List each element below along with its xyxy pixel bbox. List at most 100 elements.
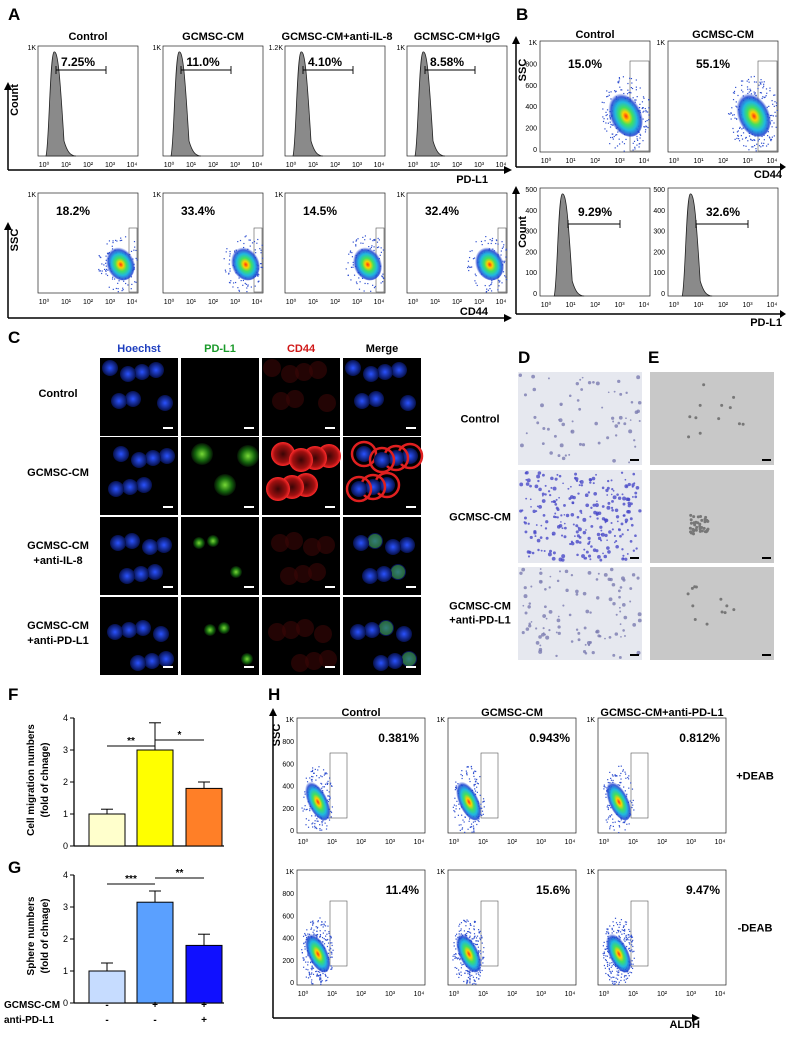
scatter-dot — [476, 943, 478, 946]
scatter-dot — [613, 829, 615, 831]
migrated-cell — [544, 493, 547, 496]
scatter-dot — [133, 249, 135, 251]
scatter-dot — [461, 814, 463, 816]
scatter-dot — [242, 284, 244, 286]
scatter-dot — [737, 130, 739, 132]
histogram-peak — [292, 51, 324, 157]
cd44-signal — [294, 565, 312, 583]
scatter-dot — [460, 967, 463, 969]
panel-a-xtick: 10⁰ — [164, 161, 175, 169]
scatter-dot — [328, 791, 330, 793]
scatter-dot — [454, 811, 456, 813]
sphere-cell — [689, 530, 693, 534]
scale-bar — [163, 586, 173, 588]
scatter-dot — [623, 821, 625, 823]
scatter-dot — [603, 788, 605, 790]
scatter-dot — [237, 287, 239, 289]
scatter-dot — [480, 953, 482, 955]
scatter-dot — [619, 86, 621, 88]
panel-c-row-label: GCMSC-CM — [27, 540, 89, 552]
scatter-dot — [480, 935, 482, 937]
cd44-signal — [319, 650, 337, 668]
scatter-dot — [463, 920, 466, 922]
scatter-dot — [330, 948, 332, 950]
scatter-dot — [464, 831, 466, 833]
scatter-dot — [740, 134, 742, 137]
migrated-cell — [606, 505, 611, 510]
scatter-dot — [630, 966, 633, 968]
scatter-dot — [732, 98, 735, 101]
panel-c-row-label: Control — [38, 388, 77, 400]
panel-letter-d: D — [518, 348, 530, 367]
scatter-dot — [632, 804, 634, 806]
migrated-cell — [621, 533, 624, 536]
panel-de-row-label: +anti-PD-L1 — [449, 615, 510, 627]
scatter-dot — [614, 774, 616, 776]
scatter-dot — [610, 966, 612, 968]
scatter-dot — [647, 126, 649, 129]
scatter-dot — [310, 928, 312, 930]
migrated-cell — [569, 542, 572, 546]
migrated-cell — [556, 508, 560, 512]
migrated-cell — [574, 535, 576, 537]
nucleus — [157, 395, 173, 411]
migrated-cell — [561, 456, 566, 461]
scatter-dot — [771, 126, 773, 128]
scatter-dot — [611, 929, 613, 931]
scatter-dot — [458, 930, 460, 932]
scatter-dot — [636, 135, 638, 138]
scale-bar — [406, 427, 416, 429]
scatter-dot — [476, 935, 479, 937]
scatter-dot — [324, 822, 326, 824]
migrated-cell — [527, 605, 531, 609]
migrated-cell — [519, 482, 524, 487]
scatter-dot — [330, 782, 332, 784]
scatter-dot — [622, 929, 625, 932]
scatter-dot — [607, 973, 609, 976]
scatter-dot — [320, 924, 322, 926]
density-cloud — [605, 931, 631, 973]
sphere-cell — [689, 518, 693, 522]
scatter-dot — [607, 961, 609, 964]
scatter-dot — [634, 148, 636, 150]
scatter-dot — [609, 816, 611, 818]
nucleus — [144, 653, 160, 669]
scatter-frame — [539, 40, 651, 153]
scatter-dot — [329, 795, 331, 798]
migrated-cell — [614, 632, 619, 636]
scatter-dot — [613, 925, 615, 927]
panel-h-ytick: 1K — [586, 869, 595, 876]
migrated-cell — [533, 415, 537, 419]
migrated-cell — [525, 482, 530, 486]
migrated-cell — [574, 477, 579, 481]
scatter-dot — [305, 956, 307, 958]
scatter-dot — [500, 250, 502, 252]
migrated-cell — [537, 479, 540, 483]
scatter-dot — [471, 974, 473, 977]
scatter-dot — [762, 87, 764, 89]
scatter-dot — [318, 777, 320, 779]
scatter-dot — [610, 977, 612, 979]
migrated-cell — [530, 621, 533, 623]
scatter-dot — [305, 818, 307, 820]
scatter-dot — [316, 927, 319, 929]
panel-g-bar — [185, 944, 223, 1004]
scatter-dot — [475, 940, 477, 942]
scatter-dot — [639, 134, 642, 136]
panel-b-title: GCMSC-CM — [692, 29, 754, 41]
scatter-dot — [471, 831, 473, 833]
migrated-cell — [631, 483, 635, 487]
scatter-dot — [468, 256, 471, 259]
scatter-dot — [602, 108, 604, 110]
scatter-dot — [753, 139, 755, 141]
scatter-dot — [760, 92, 763, 94]
scatter-dot — [376, 241, 379, 243]
migrated-cell — [561, 527, 564, 530]
panel-b-xtick: 10⁰ — [669, 157, 680, 165]
migrated-cell — [625, 417, 627, 420]
scatter-dot — [627, 971, 629, 973]
scatter-dot — [626, 823, 628, 825]
panel-letter-e: E — [648, 348, 659, 367]
cd44-signal — [291, 654, 309, 672]
migrated-cell — [565, 588, 569, 593]
